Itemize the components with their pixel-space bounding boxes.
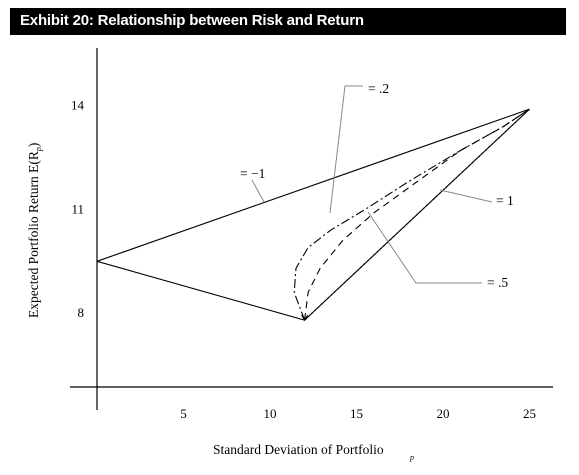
annotation-leaders	[251, 85, 493, 284]
y-tick-label: 8	[78, 305, 85, 320]
annotation-leader	[367, 211, 482, 284]
y-axis-label-group: Expected Portfolio Return E(Rp)	[26, 143, 43, 318]
series-line	[293, 108, 530, 321]
x-tick-label: 15	[350, 406, 363, 421]
annotation-neg1: = −1	[240, 166, 265, 181]
series-line	[96, 108, 530, 321]
annotation-0-2: = .2	[368, 81, 389, 96]
x-tick-label: 25	[523, 406, 536, 421]
annotation-leader	[439, 189, 493, 203]
y-tick-label: 11	[71, 201, 84, 216]
x-tick-label: 20	[437, 406, 450, 421]
svg-text:Expected Portfolio Return E(Rp: Expected Portfolio Return E(Rp)	[26, 143, 43, 318]
annotation-leader	[329, 85, 363, 214]
title-bar: Exhibit 20: Relationship between Risk an…	[10, 8, 566, 35]
annotation-0-5: = .5	[487, 275, 508, 290]
annotation-leader	[251, 179, 265, 203]
y-axis-label-sub: p	[34, 147, 43, 152]
y-tick-labels: 8 11 14	[71, 98, 85, 321]
min-variance-marker	[301, 314, 309, 322]
y-axis-label-close: )	[26, 143, 41, 148]
x-axis-label-sub: p	[409, 453, 414, 462]
x-tick-label: 10	[264, 406, 277, 421]
y-axis-label: Expected Portfolio Return E(R	[26, 151, 41, 318]
x-tick-labels: 5 10 15 20 25	[180, 406, 536, 421]
series-lines	[96, 108, 530, 322]
series-line	[304, 108, 530, 321]
x-axis-label: Standard Deviation of Portfolio	[213, 442, 384, 457]
chart-title: Exhibit 20: Relationship between Risk an…	[20, 12, 364, 29]
y-tick-label: 14	[71, 98, 85, 113]
series-line	[304, 108, 530, 321]
annotation-1: = 1	[496, 193, 514, 208]
series-line	[96, 108, 530, 262]
x-tick-label: 5	[180, 406, 187, 421]
